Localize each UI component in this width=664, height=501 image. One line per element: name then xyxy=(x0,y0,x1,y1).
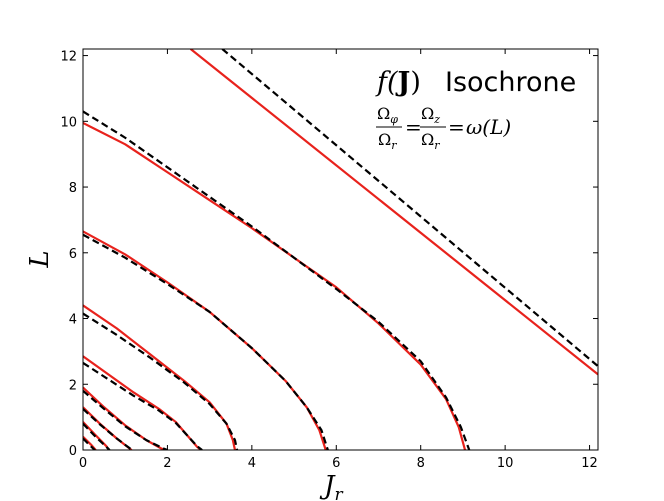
frac1-numerator: Ωφ xyxy=(377,104,398,126)
series-line-solid-5 xyxy=(83,304,237,450)
equals-2: = xyxy=(448,115,465,139)
rhs-omega: ω(L) xyxy=(466,115,511,139)
series-line-solid-8 xyxy=(189,49,598,376)
y-tick-label: 8 xyxy=(69,181,77,196)
series-line-dashed-15 xyxy=(83,233,329,450)
y-tick-label: 2 xyxy=(69,378,77,393)
equals-1: = xyxy=(405,115,422,139)
series-line-dashed-10 xyxy=(83,422,111,450)
x-tick-label: 2 xyxy=(163,456,171,471)
x-axis-label: Jr xyxy=(319,471,343,501)
y-tick-label: 6 xyxy=(69,247,77,262)
y-tick-label: 4 xyxy=(69,313,77,328)
x-tick-label: 10 xyxy=(497,456,514,471)
series-line-dashed-13 xyxy=(83,361,203,450)
series-line-dashed-9 xyxy=(83,437,96,450)
series-line-dashed-14 xyxy=(83,312,239,450)
x-tick-label: 12 xyxy=(581,456,598,471)
frac2-denominator: Ωr xyxy=(421,130,440,152)
x-tick-label: 0 xyxy=(79,456,87,471)
y-axis-label: L xyxy=(25,250,55,268)
title-math: f(J) xyxy=(375,67,421,98)
x-axis-label-sub: r xyxy=(334,485,343,501)
series-line-dashed-12 xyxy=(83,390,168,450)
plot-frame xyxy=(82,48,599,451)
x-tick-label: 8 xyxy=(417,456,425,471)
y-tick-label: 0 xyxy=(69,444,77,459)
chart-title: Isochrone xyxy=(445,67,576,98)
x-tick-label: 4 xyxy=(248,456,256,471)
plot-background xyxy=(83,49,598,450)
y-tick-label: 12 xyxy=(60,50,77,65)
series-line-dashed-11 xyxy=(83,408,134,450)
series-line-dashed-16 xyxy=(83,110,471,450)
title-annotation: f(J) Isochrone xyxy=(375,67,576,98)
series-layer xyxy=(83,49,598,450)
tick-layer: 0 2 4 6 8 10 12 0 2 4 6 8 10 12 xyxy=(60,49,598,471)
frac2-numerator: Ωz xyxy=(421,104,440,126)
frequency-equation: Ωφ Ωr = Ωz Ωr = ω(L) xyxy=(376,104,511,152)
series-line-solid-7 xyxy=(83,121,467,450)
frac1-denominator: Ωr xyxy=(378,130,397,152)
y-tick-label: 10 xyxy=(60,115,77,130)
series-line-dashed-17 xyxy=(221,49,598,368)
x-tick-label: 6 xyxy=(332,456,340,471)
